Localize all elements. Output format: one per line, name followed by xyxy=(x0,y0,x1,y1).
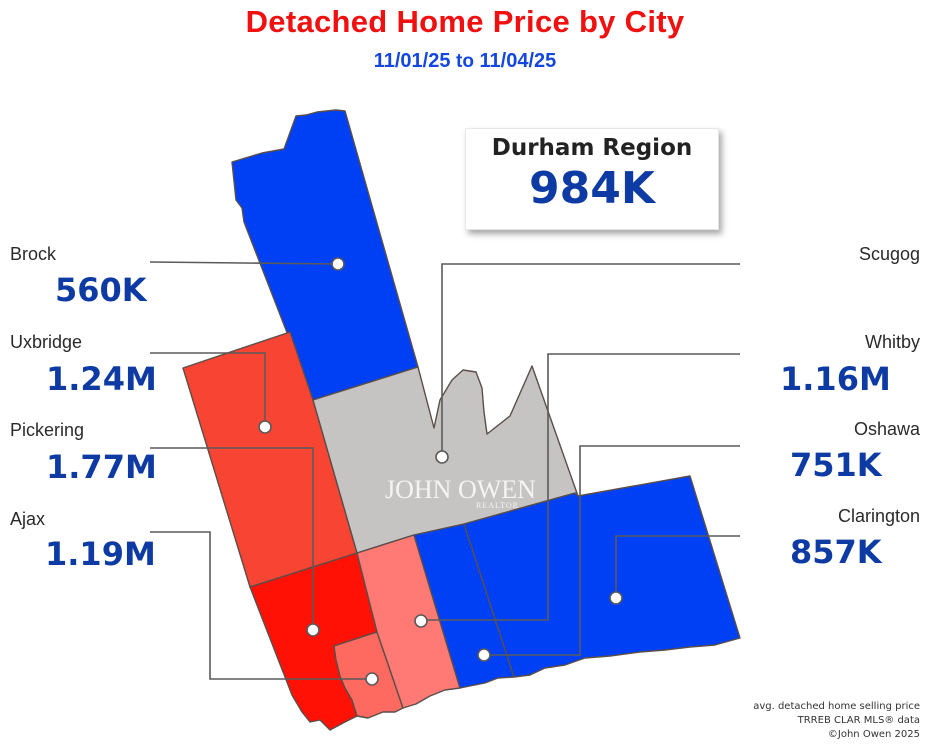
region-summary-card: Durham Region 984K xyxy=(465,128,719,230)
marker-whitby xyxy=(414,614,428,628)
region-value: 984K xyxy=(529,163,655,214)
city-label-pickering: Pickering xyxy=(10,420,85,440)
city-value-brock: 560K xyxy=(55,271,147,309)
footnote-line-1: avg. detached home selling price xyxy=(753,701,920,712)
marker-clarington xyxy=(609,591,623,605)
region-clarington[interactable] xyxy=(463,475,741,678)
leader-pickering xyxy=(150,447,314,630)
leader-brock xyxy=(149,261,339,265)
city-label-whitby: Whitby xyxy=(864,332,920,352)
marker-pickering xyxy=(306,623,320,637)
footnote-line-3: ©John Owen 2025 xyxy=(827,729,920,740)
city-value-pickering: 1.77M xyxy=(46,448,157,486)
marker-brock xyxy=(331,257,345,271)
city-value-clarington: 857K xyxy=(790,533,882,571)
city-label-brock: Brock xyxy=(10,244,57,264)
marker-uxbridge xyxy=(258,420,272,434)
marker-scugog xyxy=(435,450,449,464)
date-to: 11/04/25 xyxy=(479,50,557,72)
date-to-word: to xyxy=(456,51,474,72)
leader-ajax xyxy=(150,531,370,680)
city-label-oshawa: Oshawa xyxy=(853,419,920,439)
city-label-clarington: Clarington xyxy=(837,506,920,526)
date-range: 11/01/25 to 11/04/25 xyxy=(0,50,930,73)
city-value-oshawa: 751K xyxy=(790,446,882,484)
city-label-uxbridge: Uxbridge xyxy=(10,332,83,352)
city-value-uxbridge: 1.24M xyxy=(46,360,157,398)
leader-oshawa xyxy=(484,445,740,656)
marker-ajax xyxy=(365,672,379,686)
region-brock[interactable] xyxy=(231,109,419,401)
footnote-line-2: TRREB CLAR MLS® data xyxy=(797,715,920,726)
marker-oshawa xyxy=(477,648,491,662)
chart-title: Detached Home Price by City xyxy=(245,4,685,39)
date-from: 11/01/25 xyxy=(373,50,451,72)
leader-scugog xyxy=(441,263,740,456)
leader-clarington xyxy=(615,535,740,598)
region-name: Durham Region xyxy=(491,135,693,161)
city-value-whitby: 1.16M xyxy=(780,360,891,398)
city-label-ajax: Ajax xyxy=(10,509,46,529)
city-label-scugog: Scugog xyxy=(858,244,920,264)
city-value-ajax: 1.19M xyxy=(45,535,156,573)
leader-uxbridge xyxy=(150,352,266,427)
watermark-sub: REALTOR xyxy=(476,501,519,510)
footnote: avg. detached home selling price TRREB C… xyxy=(753,700,920,742)
leader-whitby xyxy=(421,353,740,621)
watermark-logo: JOHN OWEN xyxy=(385,475,536,504)
